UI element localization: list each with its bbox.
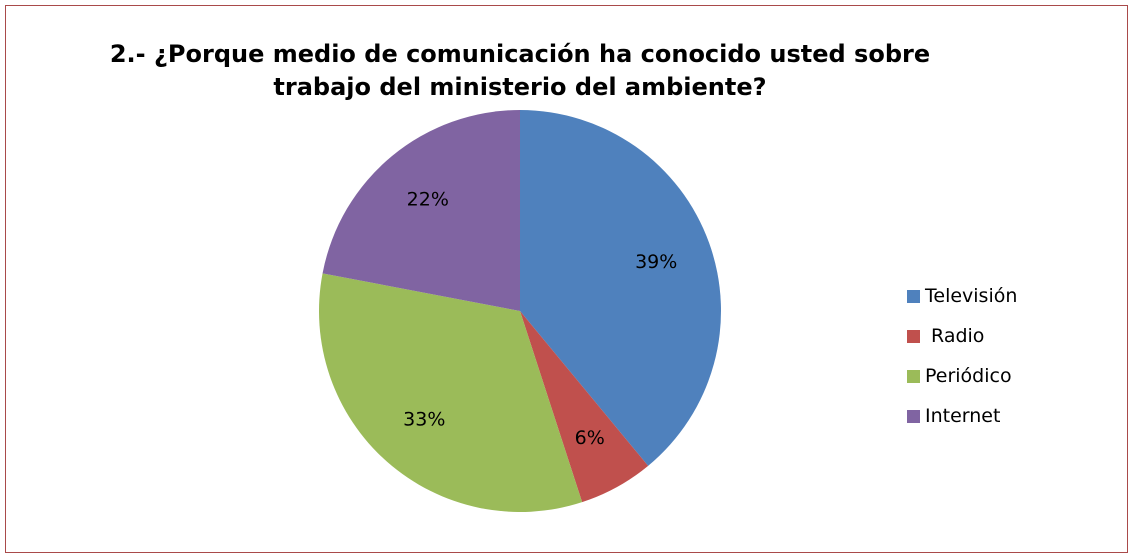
legend-item-periodico: Periódico — [907, 356, 1017, 396]
chart-title: 2.- ¿Porque medio de comunicación ha con… — [0, 38, 1040, 104]
data-label-television: 39% — [635, 251, 677, 273]
legend-label-internet: Internet — [925, 405, 1001, 427]
legend-label-periodico: Periódico — [925, 365, 1012, 387]
pie-slice-internet — [322, 109, 520, 311]
data-label-periodico: 33% — [403, 409, 445, 431]
data-label-radio: 6% — [575, 427, 605, 449]
chart-title-line-1: 2.- ¿Porque medio de comunicación ha con… — [109, 40, 931, 68]
legend-swatch-radio — [907, 329, 920, 343]
pie-labels: 39% 6% 33% 22% — [403, 189, 677, 449]
legend-item-internet: Internet — [907, 396, 1017, 436]
legend-swatch-television — [907, 289, 920, 303]
pie-slices — [319, 109, 721, 512]
legend-item-television: Televisión — [907, 276, 1017, 316]
chart-legend: Televisión Radio Periódico Internet — [907, 276, 1017, 436]
pie-slice-television — [520, 110, 721, 466]
pie-slice-radio — [520, 311, 649, 503]
legend-swatch-internet — [907, 409, 920, 423]
data-label-internet: 22% — [407, 189, 449, 211]
chart-title-line-2: trabajo del ministerio del ambiente? — [273, 73, 767, 101]
legend-item-radio: Radio — [907, 316, 1017, 356]
legend-swatch-periodico — [907, 369, 920, 383]
legend-label-television: Televisión — [925, 285, 1018, 307]
legend-label-radio: Radio — [925, 325, 985, 347]
pie-slice-periodico — [319, 273, 583, 512]
